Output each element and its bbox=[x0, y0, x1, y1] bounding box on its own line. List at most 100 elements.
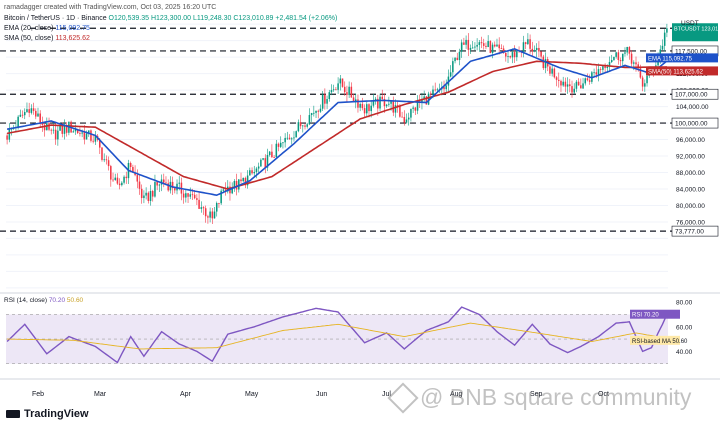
series-tag bbox=[646, 53, 718, 63]
sma-value: 113,625.62 bbox=[55, 35, 90, 42]
candle-body bbox=[405, 119, 408, 123]
rsi-tag-label: RSI 70.20 bbox=[632, 313, 659, 319]
candle-body bbox=[105, 159, 108, 161]
candle-body bbox=[485, 45, 487, 48]
candle-body bbox=[639, 68, 642, 78]
candle-body bbox=[242, 177, 244, 182]
candle-body bbox=[268, 151, 271, 155]
level-label: 117,500.00 bbox=[675, 48, 707, 55]
candle-body bbox=[306, 124, 308, 127]
month-label: Aug bbox=[450, 391, 463, 398]
candle-body bbox=[637, 64, 639, 69]
candle-body bbox=[6, 135, 8, 140]
candle-body bbox=[513, 52, 516, 58]
time-axis: Feb Mar Apr May Jun Jul Aug Sep Oct bbox=[32, 391, 609, 398]
candle-body bbox=[414, 107, 417, 111]
moving-averages bbox=[6, 48, 668, 197]
currency-label: USDT bbox=[681, 20, 699, 27]
candle-body bbox=[59, 125, 61, 131]
month-label: Apr bbox=[180, 391, 192, 398]
candle-body bbox=[90, 130, 92, 141]
candle-body bbox=[595, 72, 598, 75]
candle-body bbox=[107, 160, 110, 167]
month-label: Oct bbox=[598, 391, 609, 398]
candle-body bbox=[549, 66, 551, 74]
candle-body bbox=[299, 122, 302, 127]
rsi-tag-label: RSI-based MA 50.60 bbox=[632, 339, 688, 345]
candle-body bbox=[522, 42, 525, 52]
candle-body bbox=[646, 75, 648, 84]
candle-body bbox=[346, 92, 348, 96]
bnb-diamond-icon bbox=[387, 381, 419, 414]
candle-body bbox=[103, 159, 105, 161]
rsi-ma-line bbox=[7, 322, 667, 350]
rsi-legend[interactable]: RSI (14, close) 70.20 50.60 bbox=[4, 297, 83, 304]
candle-body bbox=[401, 116, 403, 118]
ema-legend[interactable]: EMA (20, close) 115,092.75 bbox=[4, 24, 90, 33]
candle-body bbox=[502, 48, 505, 53]
candle-body bbox=[460, 42, 463, 52]
candle-body bbox=[507, 56, 509, 57]
candle-body bbox=[83, 132, 86, 140]
candle-body bbox=[555, 77, 558, 80]
candle-body bbox=[606, 66, 609, 69]
month-label: Jul bbox=[382, 391, 391, 398]
candle-body bbox=[482, 43, 485, 46]
candle-body bbox=[562, 81, 564, 86]
candle-body bbox=[566, 84, 569, 87]
candle-body bbox=[310, 113, 313, 116]
month-label: May bbox=[245, 391, 259, 398]
candle-body bbox=[337, 83, 339, 90]
rsi-tick-label: 40.00 bbox=[676, 349, 693, 356]
candle-body bbox=[182, 193, 185, 198]
candle-body bbox=[458, 51, 461, 61]
candle-body bbox=[390, 101, 392, 104]
candle-body bbox=[198, 199, 200, 209]
sma-legend[interactable]: SMA (50, close) 113,625.62 bbox=[4, 34, 90, 43]
level-label: 107,000.00 bbox=[675, 92, 708, 99]
candle-body bbox=[293, 137, 295, 139]
candle-body bbox=[564, 81, 567, 87]
candle-body bbox=[392, 101, 395, 113]
candle-body bbox=[644, 83, 646, 87]
candle-body bbox=[489, 41, 492, 53]
candle-body bbox=[275, 143, 278, 158]
candle-body bbox=[290, 138, 293, 140]
candle-body bbox=[641, 77, 644, 87]
candle-body bbox=[363, 108, 366, 114]
candle-body bbox=[10, 128, 13, 130]
candle-body bbox=[156, 182, 158, 186]
symbol-title[interactable]: Bitcoin / TetherUS · 1D · Binance bbox=[4, 15, 107, 22]
candle-body bbox=[533, 50, 536, 52]
candle-body bbox=[586, 78, 589, 81]
ohlc-values: O120,539.35 H123,300.00 L119,248.30 C123… bbox=[108, 15, 338, 22]
candle-body bbox=[474, 46, 476, 48]
candle-body bbox=[52, 129, 55, 131]
tradingview-logo[interactable]: TradingView bbox=[6, 408, 89, 420]
candle-body bbox=[209, 211, 211, 218]
candle-body bbox=[456, 57, 459, 61]
rsi-tag bbox=[630, 335, 680, 345]
candle-body bbox=[238, 179, 240, 190]
candle-body bbox=[505, 52, 507, 57]
watermark-text: @ BNB square community bbox=[420, 384, 692, 410]
candle-body bbox=[257, 166, 260, 169]
candle-body bbox=[381, 96, 384, 99]
level-tag bbox=[671, 225, 719, 237]
rsi-pane: 40.00 60.00 80.00 RSI 70.20 RSI-based MA 50.… bbox=[0, 292, 720, 380]
candle-body bbox=[551, 68, 553, 74]
candle-body bbox=[140, 188, 143, 199]
month-label: Feb bbox=[32, 391, 44, 398]
candle-body bbox=[374, 98, 377, 101]
series-tag-label: EMA 115,092.75 bbox=[648, 56, 693, 62]
candle-body bbox=[509, 56, 511, 58]
candle-body bbox=[388, 103, 390, 105]
candle-body bbox=[593, 72, 595, 74]
candle-body bbox=[535, 47, 538, 51]
candle-body bbox=[454, 57, 456, 62]
candle-body bbox=[449, 72, 452, 77]
candle-body bbox=[246, 175, 249, 186]
candle-body bbox=[74, 129, 77, 132]
rsi-value: 70.20 bbox=[48, 297, 66, 304]
candle-body bbox=[125, 176, 128, 179]
